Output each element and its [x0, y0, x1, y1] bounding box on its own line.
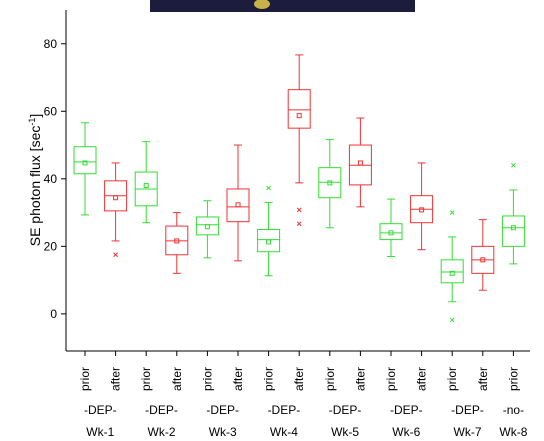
- group-label: -DEP-: [451, 403, 484, 417]
- group-label: -DEP-: [206, 403, 239, 417]
- box: [258, 229, 280, 251]
- group-label: Wk-2: [148, 425, 176, 439]
- x-tick-label: after: [109, 367, 123, 391]
- outlier: [450, 211, 454, 215]
- group-label: Wk-8: [499, 425, 527, 439]
- x-tick-label: prior: [262, 367, 276, 391]
- y-tick-label: 60: [44, 104, 58, 118]
- y-tick-label: 40: [44, 172, 58, 186]
- group-label: -DEP-: [84, 403, 117, 417]
- group-label: -DEP-: [329, 403, 362, 417]
- header-image: [150, 0, 415, 12]
- mean: [236, 203, 240, 207]
- x-tick-label: prior: [506, 367, 520, 391]
- outlier: [114, 253, 118, 257]
- group-label: -no-: [503, 403, 524, 417]
- x-tick-label: after: [231, 367, 245, 391]
- chart: SE photon flux [sec-1] 0 20 40 60 80 prior aft…: [0, 0, 544, 441]
- mean: [358, 161, 362, 165]
- mean: [297, 114, 301, 118]
- outlier: [511, 163, 515, 167]
- x-tick-label: after: [292, 367, 306, 391]
- group-label: Wk-6: [392, 425, 420, 439]
- y-tick-label: 20: [44, 239, 58, 253]
- mean: [144, 184, 148, 188]
- x-tick-label: after: [170, 367, 184, 391]
- mean: [267, 240, 271, 244]
- outlier: [297, 208, 301, 212]
- mean: [328, 181, 332, 185]
- x-tick-label: prior: [200, 367, 214, 391]
- group-label: Wk-5: [331, 425, 359, 439]
- mean: [114, 196, 118, 200]
- y-tick-label: 0: [50, 307, 57, 321]
- outlier: [297, 222, 301, 226]
- x-tick-label: prior: [78, 367, 92, 391]
- group-label: Wk-7: [454, 425, 482, 439]
- y-label-close: ]: [27, 114, 43, 118]
- box: [288, 90, 310, 128]
- x-tick-label: prior: [323, 367, 337, 391]
- group-label: -DEP-: [390, 403, 423, 417]
- group-label: -DEP-: [145, 403, 178, 417]
- box: [502, 216, 524, 246]
- mean: [420, 208, 424, 212]
- outlier: [450, 318, 454, 322]
- box: [227, 189, 249, 222]
- group-label: Wk-4: [270, 425, 298, 439]
- y-tick-label: 80: [44, 37, 58, 51]
- y-axis-label: SE photon flux [sec-1]: [27, 114, 43, 247]
- x-tick-label: prior: [384, 367, 398, 391]
- box: [319, 168, 341, 198]
- group-label: Wk-1: [86, 425, 114, 439]
- group-label: -DEP-: [268, 403, 301, 417]
- x-tick-label: after: [415, 367, 429, 391]
- box: [196, 217, 218, 235]
- x-tick-label: prior: [445, 367, 459, 391]
- x-tick-label: after: [353, 367, 367, 391]
- outlier: [267, 186, 271, 190]
- group-label: Wk-3: [209, 425, 237, 439]
- box: [380, 224, 402, 240]
- y-label-main: SE photon flux [sec: [27, 126, 43, 247]
- box: [74, 147, 96, 174]
- x-tick-label: after: [476, 367, 490, 391]
- y-label-sup: -1: [27, 118, 37, 126]
- x-tick-label: prior: [139, 367, 153, 391]
- mean: [205, 225, 209, 229]
- box: [166, 226, 188, 255]
